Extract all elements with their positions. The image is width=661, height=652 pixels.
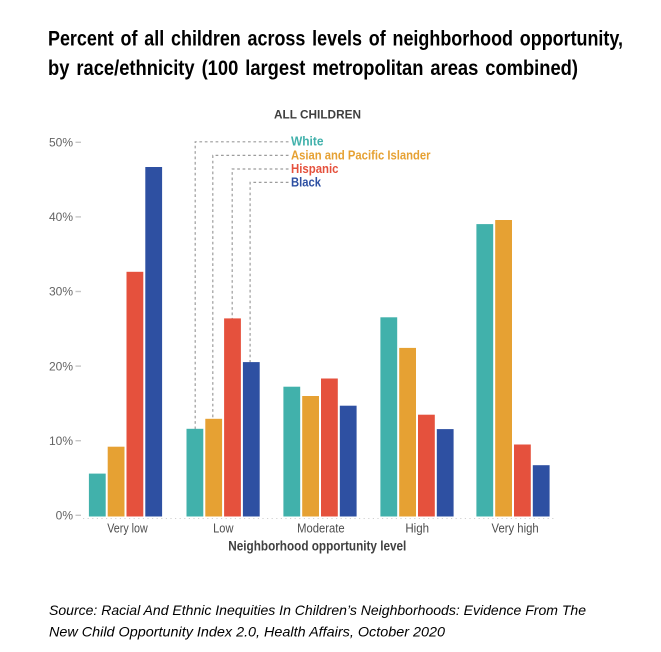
svg-text:Moderate: Moderate: [297, 522, 345, 536]
svg-text:40%: 40%: [49, 210, 73, 224]
svg-text:30%: 30%: [49, 285, 73, 299]
svg-text:50%: 50%: [49, 136, 73, 150]
svg-text:by race/ethnicity (100 larges: by race/ethnicity (100 largest metropoli…: [48, 55, 578, 80]
svg-text:Source: Racial And Ethnic Ineq: Source: Racial And Ethnic Inequities In …: [49, 602, 586, 618]
svg-text:Neighborhood opportunity level: Neighborhood opportunity level: [228, 538, 406, 554]
svg-text:ALL CHILDREN: ALL CHILDREN: [274, 108, 361, 122]
svg-text:Low: Low: [213, 522, 234, 536]
svg-text:20%: 20%: [49, 359, 73, 373]
svg-text:White: White: [291, 135, 324, 149]
svg-text:Hispanic: Hispanic: [291, 162, 339, 176]
svg-text:New Child Opportunity Index 2: New Child Opportunity Index 2.0, Health …: [49, 624, 445, 640]
svg-text:Asian and Pacific Islander: Asian and Pacific Islander: [291, 148, 431, 162]
svg-text:Very high: Very high: [492, 522, 539, 536]
svg-text:Percent of all children across: Percent of all children across levels of…: [48, 26, 623, 51]
svg-text:Very low: Very low: [107, 522, 148, 536]
svg-text:High: High: [405, 522, 429, 536]
svg-text:Black: Black: [291, 176, 322, 190]
svg-text:10%: 10%: [49, 434, 73, 448]
svg-text:0%: 0%: [56, 509, 74, 523]
